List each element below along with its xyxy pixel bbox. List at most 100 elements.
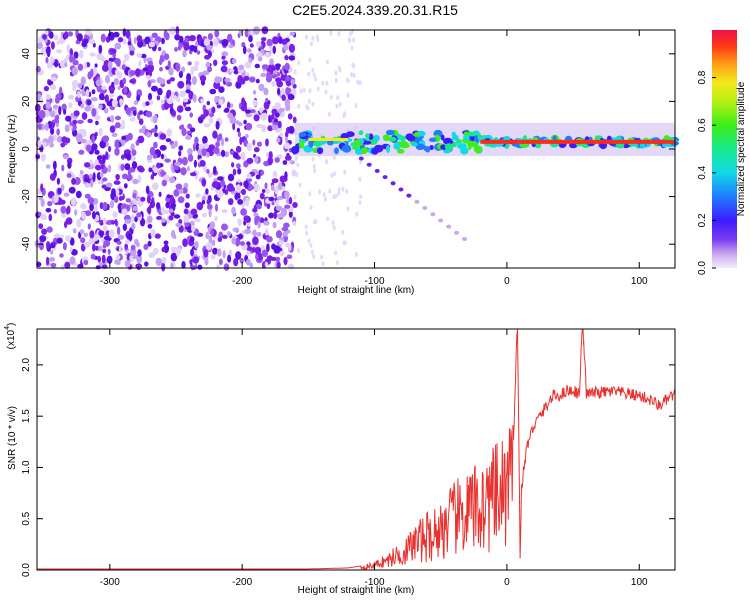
noise-blob [333, 171, 337, 177]
noise-blob [180, 124, 185, 130]
noise-blob [48, 213, 53, 222]
noise-blob [295, 172, 299, 178]
noise-blob [259, 107, 264, 114]
noise-blob [97, 245, 103, 252]
noise-blob [168, 215, 174, 221]
trail-blob [406, 193, 412, 198]
snr-scale-factor: (x104) [4, 323, 17, 350]
noise-blob [114, 259, 119, 265]
noise-blob [177, 196, 185, 204]
noise-blob [205, 231, 210, 240]
noise-blob [64, 62, 68, 68]
trail-blob [454, 230, 460, 235]
noise-blob [266, 202, 271, 210]
noise-blob [268, 114, 272, 123]
noise-blob [255, 253, 259, 260]
noise-blob [305, 230, 309, 236]
noise-blob [183, 208, 189, 215]
noise-blob [156, 95, 161, 101]
noise-blob [322, 192, 326, 198]
noise-blob [213, 146, 220, 155]
noise-blob [327, 111, 331, 117]
noise-blob [224, 137, 229, 142]
noise-blob [284, 155, 292, 161]
noise-blob [64, 124, 70, 133]
noise-blob [136, 241, 140, 248]
noise-blob [50, 110, 55, 116]
noise-blob [46, 256, 50, 266]
noise-blob [287, 94, 295, 101]
noise-blob [220, 149, 226, 157]
noise-blob [80, 202, 86, 208]
noise-blob [246, 142, 253, 152]
noise-blob [50, 41, 55, 50]
noise-blob [297, 60, 301, 66]
noise-blob [166, 194, 171, 199]
noise-blob [266, 71, 272, 79]
noise-blob [105, 182, 113, 188]
x-tick-label: -100 [365, 577, 385, 588]
noise-blob [231, 206, 236, 215]
noise-blob [358, 80, 362, 86]
noise-blob [299, 88, 303, 94]
noise-blob [311, 67, 315, 73]
noise-blob [136, 263, 142, 270]
noise-blob [240, 104, 248, 112]
noise-blob [129, 116, 136, 122]
noise-blob [247, 222, 251, 227]
noise-blob [67, 31, 73, 37]
noise-blob [96, 155, 103, 160]
noise-blob [65, 235, 72, 242]
noise-blob [83, 61, 88, 70]
noise-blob [310, 249, 314, 255]
noise-blob [200, 98, 205, 103]
noise-blob [271, 201, 275, 206]
noise-blob [181, 156, 188, 166]
noise-blob [121, 154, 125, 160]
noise-blob [138, 60, 142, 67]
noise-blob [346, 92, 350, 98]
noise-blob [334, 70, 338, 76]
noise-blob [185, 135, 192, 140]
noise-blob [252, 236, 259, 245]
noise-blob [209, 112, 215, 118]
noise-blob [70, 112, 74, 119]
noise-blob [263, 220, 270, 226]
noise-blob [195, 193, 201, 198]
noise-blob [206, 101, 210, 106]
noise-blob [122, 38, 127, 45]
noise-blob [76, 219, 82, 228]
noise-blob [346, 206, 350, 212]
noise-blob [113, 31, 120, 38]
noise-blob [312, 254, 316, 259]
noise-blob [43, 85, 50, 92]
noise-blob [204, 54, 211, 60]
noise-blob [49, 243, 56, 249]
band-blob [456, 139, 462, 144]
noise-blob [146, 195, 151, 204]
noise-blob [242, 45, 247, 55]
noise-blob [176, 114, 182, 121]
noise-blob [122, 77, 127, 85]
noise-blob [261, 64, 269, 70]
noise-blob [358, 176, 362, 182]
noise-blob [255, 52, 263, 59]
colorbar-scale [712, 30, 737, 268]
noise-blob [262, 189, 266, 193]
noise-blob [281, 38, 288, 46]
noise-blob [163, 240, 169, 246]
noise-blob [256, 123, 263, 129]
noise-blob [131, 214, 135, 223]
colorbar-tick-label: 0.0 [697, 261, 708, 275]
noise-blob [274, 102, 281, 110]
noise-blob [348, 38, 352, 44]
noise-blob [111, 188, 116, 197]
noise-blob [256, 231, 262, 237]
noise-blob [45, 101, 51, 110]
y-tick-label: -20 [21, 189, 32, 204]
noise-blob [292, 116, 297, 124]
noise-blob [224, 107, 230, 113]
noise-blob [164, 53, 170, 60]
noise-blob [203, 249, 209, 258]
noise-blob [86, 100, 92, 106]
